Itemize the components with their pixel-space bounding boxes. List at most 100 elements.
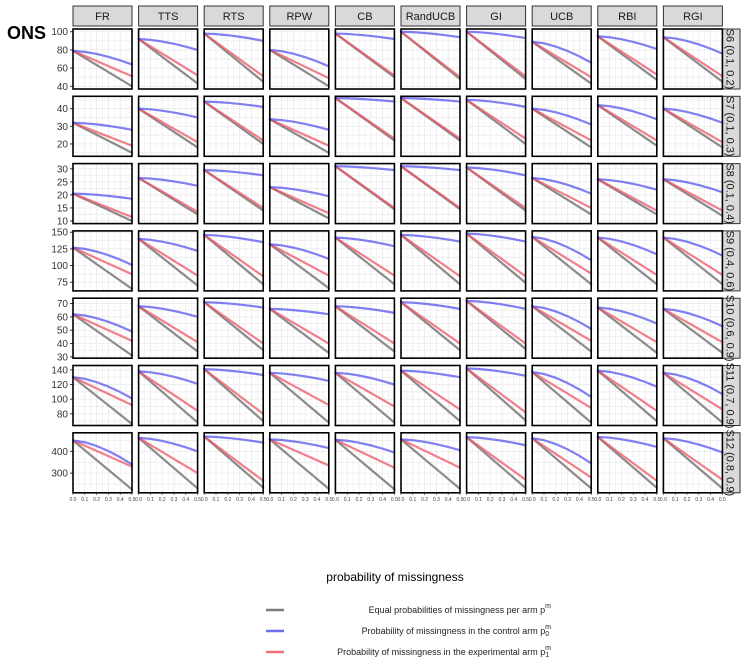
experimental-series-line: [334, 32, 396, 77]
panel: [71, 364, 134, 427]
equal-series-line: [531, 370, 593, 424]
panel: [334, 297, 396, 360]
y-tick-label: 120: [51, 380, 68, 391]
equal-series-line: [596, 306, 658, 354]
experimental-series-line: [71, 192, 134, 219]
panel-border: [662, 364, 724, 427]
panel-border: [531, 162, 593, 225]
panel: [137, 162, 199, 225]
panel: [596, 28, 658, 90]
panel: [71, 28, 134, 90]
control-series-line: [334, 305, 396, 314]
control-series-line: [268, 438, 330, 450]
panel-border: [662, 297, 724, 360]
panel: [662, 162, 724, 225]
panel: [465, 297, 527, 360]
control-series-line: [596, 35, 658, 51]
x-tick-label: 0.0: [201, 497, 208, 503]
experimental-series-line: [203, 169, 265, 210]
y-tick-label: 75: [57, 278, 69, 289]
control-series-line: [268, 118, 330, 131]
experimental-series-line: [137, 107, 199, 144]
equal-series-line: [531, 437, 593, 490]
x-tick-label: 0.0: [332, 497, 339, 503]
experimental-series-line: [71, 439, 134, 468]
experimental-series-line: [203, 100, 265, 142]
panel-border: [137, 230, 199, 292]
x-tick-label: 0.5: [588, 497, 595, 503]
panel-border: [662, 431, 724, 494]
experimental-series-line: [662, 36, 724, 78]
panel: [334, 364, 396, 427]
experimental-series-line: [268, 438, 330, 467]
control-series-line: [268, 48, 330, 68]
experimental-series-line: [137, 436, 199, 475]
column-strip: [531, 5, 592, 27]
x-tick-label: 0.1: [409, 497, 416, 503]
experimental-series-line: [268, 371, 330, 407]
x-tick-label: 0.2: [552, 497, 559, 503]
x-tick-label: 0.5: [325, 497, 332, 503]
control-series-line: [399, 165, 462, 172]
panel-border: [465, 162, 527, 225]
panel: [203, 297, 265, 360]
experimental-series-line: [203, 435, 265, 482]
control-series-line: [399, 96, 462, 103]
control-series-line: [596, 104, 658, 121]
experimental-series-line: [71, 49, 134, 78]
control-series-line: [268, 371, 330, 382]
panel: [662, 95, 724, 158]
experimental-series-line: [465, 299, 527, 345]
panel-border: [400, 364, 461, 427]
experimental-legend-label: Probability of missingness in the experi…: [337, 645, 551, 659]
panel: [203, 95, 265, 158]
control-series-line: [334, 96, 396, 103]
panel: [203, 162, 265, 225]
x-tick-label: 0.4: [576, 497, 583, 503]
panel-border: [203, 431, 264, 494]
x-tick-label: 0.4: [707, 497, 714, 503]
x-tick-label: 0.2: [618, 497, 625, 503]
experimental-series-line: [203, 233, 265, 278]
equal-series-line: [71, 439, 134, 491]
column-strip: [334, 5, 395, 27]
equal-series-line: [268, 243, 330, 290]
x-tick-label: 0.5: [719, 497, 726, 503]
y-tick-label: 50: [57, 326, 69, 337]
column-strip-label: TTS: [158, 11, 179, 23]
panel-border: [465, 230, 527, 292]
panel-border: [72, 297, 133, 360]
equal-series-line: [71, 313, 134, 357]
panel: [203, 28, 265, 90]
control-series-line: [203, 301, 265, 309]
panel-border: [203, 95, 264, 158]
panel: [465, 95, 527, 158]
panel: [268, 297, 330, 360]
x-tick-label: 0.2: [487, 497, 494, 503]
panel: 0.0 0.1 0.2 0.3 0.4 0.5: [266, 431, 332, 503]
chart-title: ONS: [7, 23, 46, 43]
panel: 0.0 0.1 0.2 0.3 0.4 0.5: [594, 431, 660, 503]
panel: [399, 28, 462, 90]
control-series-line: [71, 246, 134, 266]
control-series-line: [662, 36, 724, 55]
y-tick-label: 300: [51, 469, 68, 480]
panel: [334, 162, 396, 225]
control-series-line: [334, 438, 396, 454]
panel-border: [203, 364, 264, 427]
panel: [531, 364, 593, 427]
panel: [137, 297, 199, 360]
panel: [596, 364, 658, 427]
column-strip-label: RandUCB: [406, 11, 456, 23]
equal-series-line: [334, 371, 396, 424]
equal-series-line: [137, 237, 199, 287]
panel-border: [137, 162, 199, 225]
y-tick-label: 60: [57, 64, 69, 75]
control-series-line: [662, 371, 724, 396]
x-tick-label: 0.0: [529, 497, 536, 503]
panel-border: [268, 431, 330, 494]
column-strip: [662, 5, 723, 27]
panel-border: [400, 297, 461, 360]
x-tick-label: 0.4: [510, 497, 517, 503]
x-tick-label: 0.2: [224, 497, 231, 503]
